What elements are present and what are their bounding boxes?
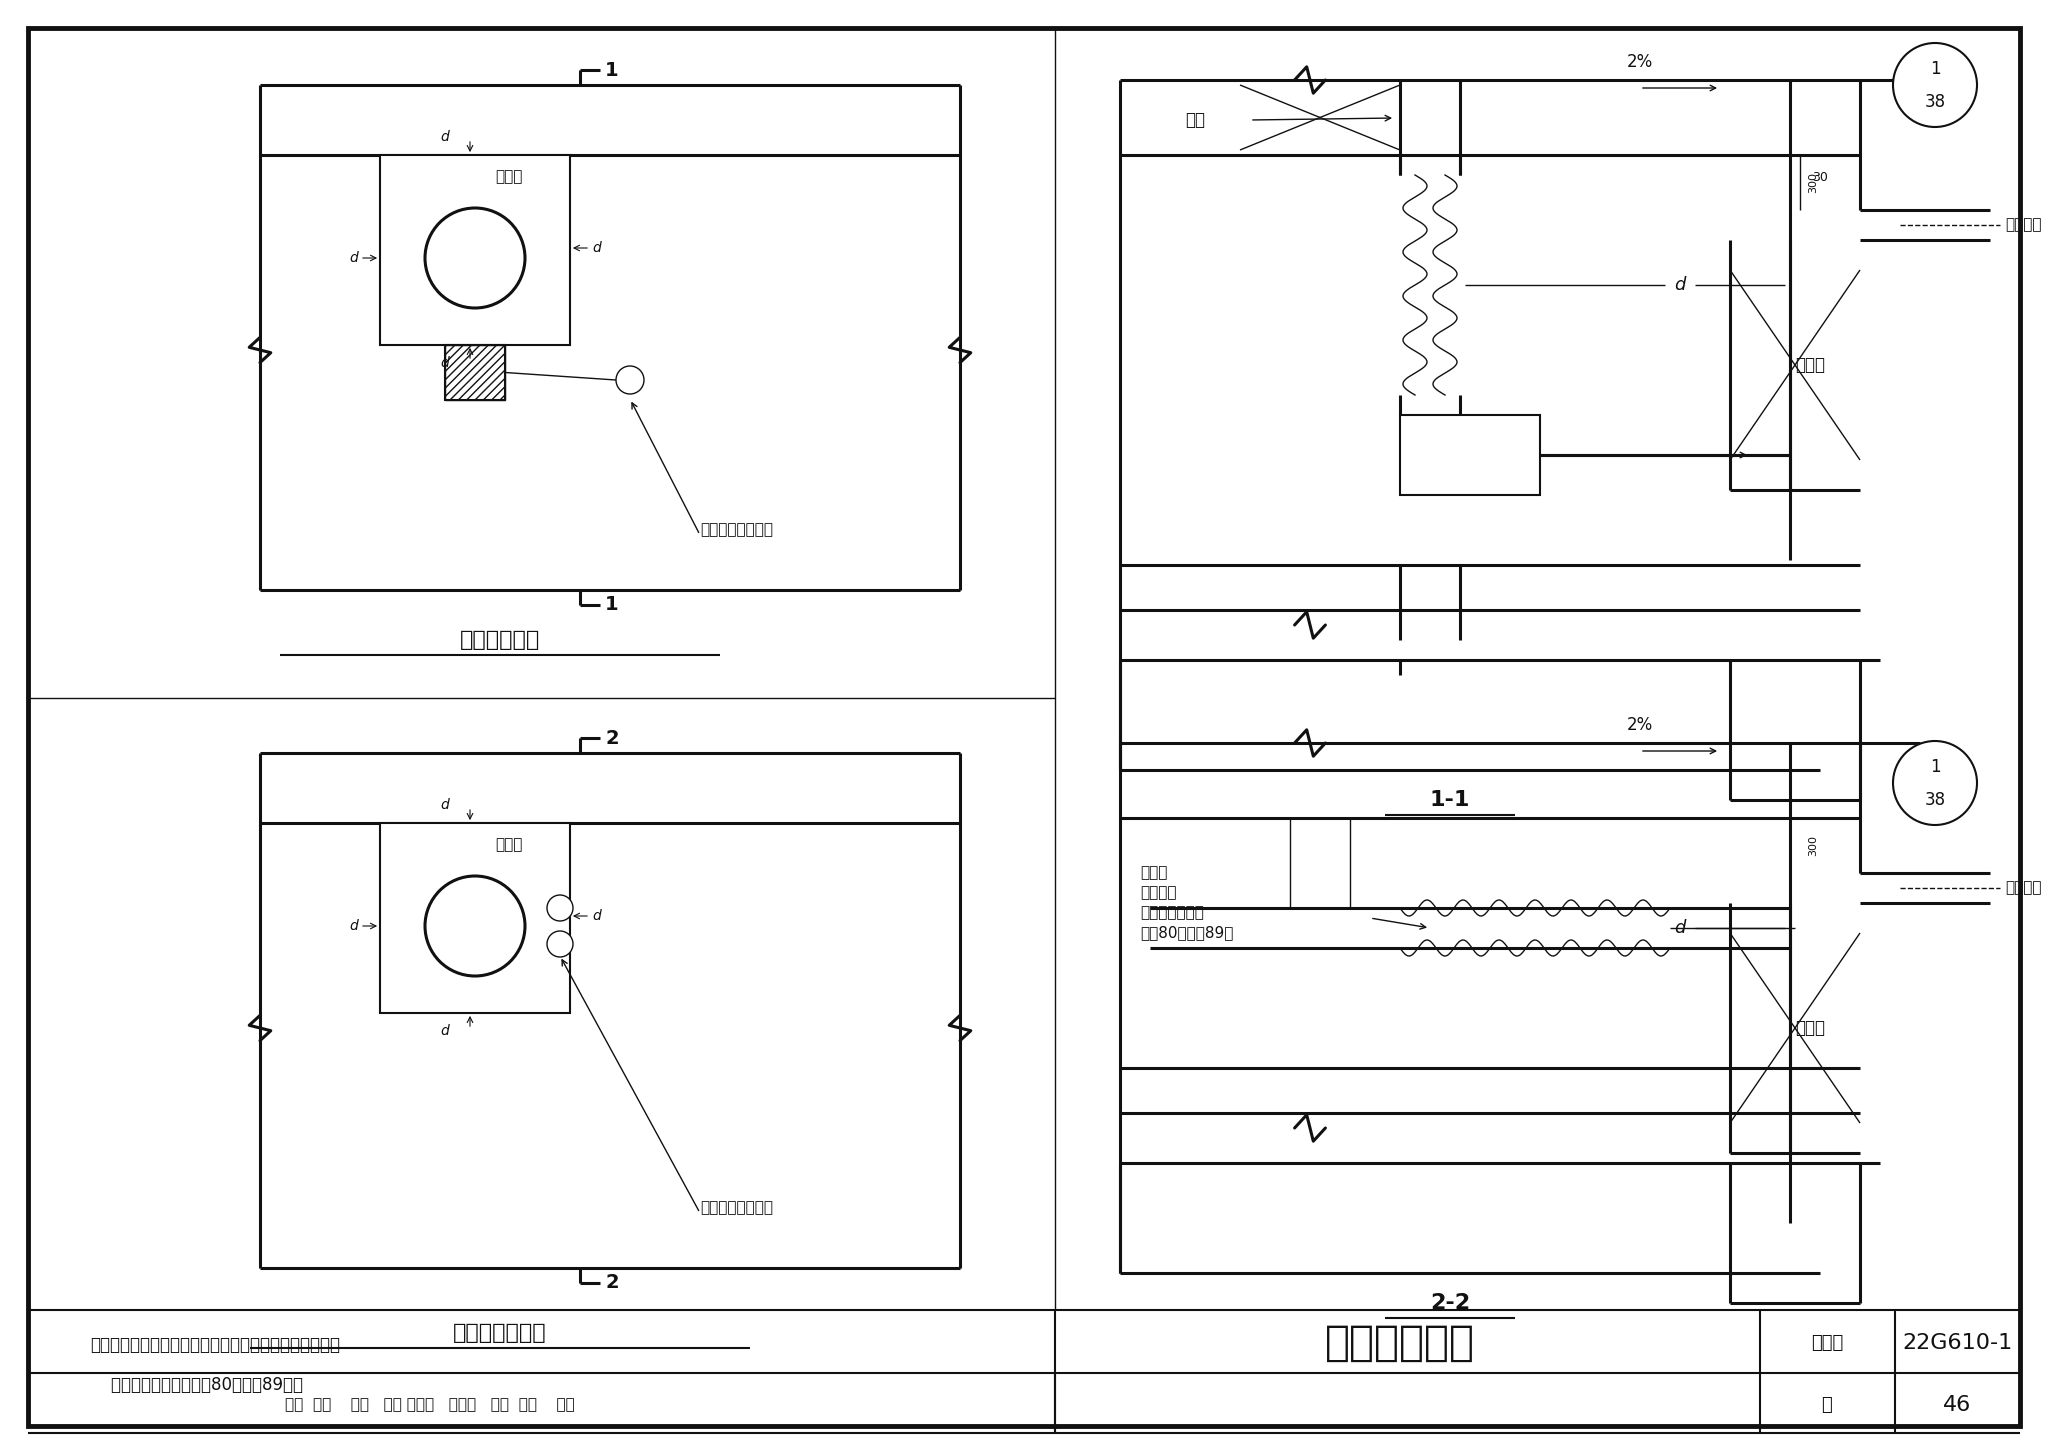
Text: 2%: 2% [1626, 52, 1653, 71]
Circle shape [426, 875, 524, 976]
Text: 300: 300 [1808, 172, 1819, 193]
Bar [1401, 414, 1540, 494]
Text: d: d [350, 919, 358, 933]
Text: d: d [440, 798, 449, 811]
Bar [444, 345, 506, 400]
Text: 38: 38 [1925, 791, 1946, 808]
Text: 水平管与隔震沟: 水平管与隔震沟 [453, 1323, 547, 1343]
Text: 2: 2 [606, 728, 618, 747]
Text: 水平管: 水平管 [1141, 865, 1167, 881]
Text: 1: 1 [1929, 60, 1939, 79]
Text: 挡土墙: 挡土墙 [1794, 1019, 1825, 1037]
Text: 注：本图仅表示隔震层管道与隔震支墩的距离要求，具体: 注：本图仅表示隔震层管道与隔震支墩的距离要求，具体 [90, 1336, 340, 1354]
Text: 46: 46 [1944, 1394, 1970, 1415]
Text: 排水管道做法: 排水管道做法 [1325, 1322, 1475, 1364]
Bar [1790, 743, 1860, 1032]
Text: 见第80页～第89页: 见第80页～第89页 [1141, 926, 1233, 941]
Text: 水平隔震柔性管道: 水平隔震柔性管道 [700, 1201, 772, 1216]
Text: 2%: 2% [1626, 715, 1653, 734]
Text: d: d [592, 241, 600, 254]
Text: 隔震沟: 隔震沟 [496, 838, 522, 852]
Text: 隔震柔性管道详: 隔震柔性管道详 [1141, 906, 1204, 920]
Bar [1120, 660, 1849, 771]
Bar [1731, 1163, 1860, 1303]
Circle shape [426, 208, 524, 308]
Text: 页: 页 [1821, 1396, 1833, 1413]
Text: 1: 1 [1929, 758, 1939, 776]
Text: d: d [440, 1024, 449, 1038]
Circle shape [547, 931, 573, 957]
Text: d: d [440, 356, 449, 369]
Text: 室外地坪: 室外地坪 [2005, 881, 2042, 896]
Bar [1120, 80, 1790, 156]
Bar [260, 753, 961, 823]
Text: 30: 30 [1812, 172, 1829, 185]
Bar [1731, 240, 1860, 490]
Text: 22G610-1: 22G610-1 [1903, 1333, 2011, 1354]
Circle shape [547, 896, 573, 920]
Bar [1860, 872, 1991, 903]
Bar [444, 345, 506, 400]
Bar [381, 823, 569, 1013]
Text: 38: 38 [1925, 93, 1946, 111]
Text: 1: 1 [606, 61, 618, 80]
Bar [1731, 660, 1860, 800]
Bar [260, 84, 961, 156]
Bar [1860, 209, 1991, 240]
Text: 立管与隔震沟: 立管与隔震沟 [461, 630, 541, 650]
Text: 固定吊架: 固定吊架 [1141, 885, 1176, 900]
Text: 立管: 立管 [1186, 111, 1204, 129]
Text: d: d [1675, 276, 1686, 294]
Text: d: d [1675, 919, 1686, 936]
Text: 2-2: 2-2 [1430, 1293, 1470, 1313]
Circle shape [616, 366, 643, 394]
Text: 2: 2 [606, 1274, 618, 1293]
Circle shape [1892, 742, 1976, 824]
Bar [1120, 1163, 1849, 1274]
Bar [1120, 1069, 1790, 1112]
Bar [1731, 903, 1860, 1153]
Text: 竖向隔震柔性管道: 竖向隔震柔性管道 [700, 522, 772, 538]
Circle shape [1892, 44, 1976, 126]
Bar [381, 156, 569, 345]
Text: 1-1: 1-1 [1430, 790, 1470, 810]
Text: d: d [440, 129, 449, 144]
Text: d: d [592, 909, 600, 923]
Text: 1: 1 [606, 596, 618, 615]
Text: d: d [350, 252, 358, 265]
Text: 审核  尹灵    宁礼   校对 朱小平   李小平   设计  侯跃    侯玟: 审核 尹灵 宁礼 校对 朱小平 李小平 设计 侯跃 侯玟 [285, 1397, 575, 1412]
Text: 室外地坪: 室外地坪 [2005, 218, 2042, 233]
Bar [1790, 80, 1860, 369]
Text: 挡土墙: 挡土墙 [1794, 356, 1825, 374]
Bar [1120, 566, 1790, 611]
Text: 300: 300 [1808, 835, 1819, 856]
Bar [1120, 743, 1790, 819]
Text: 图集号: 图集号 [1810, 1333, 1843, 1352]
Text: 选型和安装要求详见第80页～第89页。: 选型和安装要求详见第80页～第89页。 [90, 1375, 303, 1394]
Text: 隔震沟: 隔震沟 [496, 170, 522, 185]
